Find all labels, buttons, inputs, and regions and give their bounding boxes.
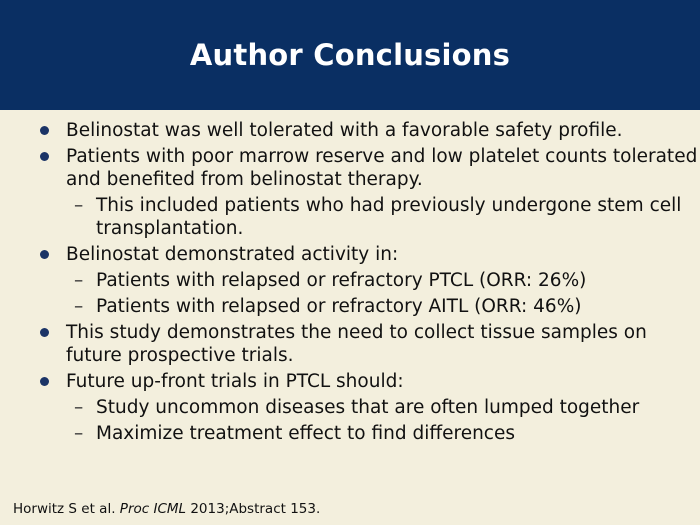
dash-icon: – <box>74 423 84 444</box>
bullet-text: Belinostat demonstrated activity in: <box>66 244 399 265</box>
bullet-dot-icon <box>40 126 49 135</box>
bullet-item: This study demonstrates the need to coll… <box>0 321 700 367</box>
bullet-item: Patients with poor marrow reserve and lo… <box>0 145 700 191</box>
sub-bullet-item: – Study uncommon diseases that are often… <box>0 396 700 419</box>
sub-bullet-item: – This included patients who had previou… <box>0 194 700 240</box>
dash-icon: – <box>74 296 84 317</box>
sub-bullet-text: Patients with relapsed or refractory PTC… <box>96 270 587 291</box>
sub-bullet-item: – Patients with relapsed or refractory P… <box>0 269 700 292</box>
bullet-dot-icon <box>40 328 49 337</box>
bullet-item: Belinostat was well tolerated with a fav… <box>0 119 700 142</box>
bullet-text: Patients with poor marrow reserve and lo… <box>66 146 698 190</box>
bullet-text: Belinostat was well tolerated with a fav… <box>66 120 623 141</box>
dash-icon: – <box>74 270 84 291</box>
bullet-item: Belinostat demonstrated activity in: <box>0 243 700 266</box>
sub-bullet-text: Maximize treatment effect to find differ… <box>96 423 515 444</box>
title-bar: Author Conclusions <box>0 0 700 110</box>
dash-icon: – <box>74 397 84 418</box>
bullet-item: Future up-front trials in PTCL should: <box>0 370 700 393</box>
bullet-dot-icon <box>40 250 49 259</box>
sub-bullet-item: – Patients with relapsed or refractory A… <box>0 295 700 318</box>
sub-bullet-text: Study uncommon diseases that are often l… <box>96 397 640 418</box>
bullet-list: Belinostat was well tolerated with a fav… <box>0 119 700 448</box>
sub-bullet-text: Patients with relapsed or refractory AIT… <box>96 296 582 317</box>
citation-authors: Horwitz S et al. <box>13 501 116 517</box>
bullet-text: This study demonstrates the need to coll… <box>66 322 647 366</box>
citation-details: 2013;Abstract 153. <box>190 501 321 517</box>
bullet-text: Future up-front trials in PTCL should: <box>66 371 404 392</box>
bullet-dot-icon <box>40 152 49 161</box>
citation-journal: Proc ICML <box>119 501 187 517</box>
dash-icon: – <box>74 195 84 216</box>
bullet-dot-icon <box>40 377 49 386</box>
citation-footer: Horwitz S et al. Proc ICML 2013;Abstract… <box>13 501 320 517</box>
sub-bullet-text: This included patients who had previousl… <box>96 195 682 239</box>
sub-bullet-item: – Maximize treatment effect to find diff… <box>0 422 700 445</box>
slide-title: Author Conclusions <box>189 38 511 72</box>
